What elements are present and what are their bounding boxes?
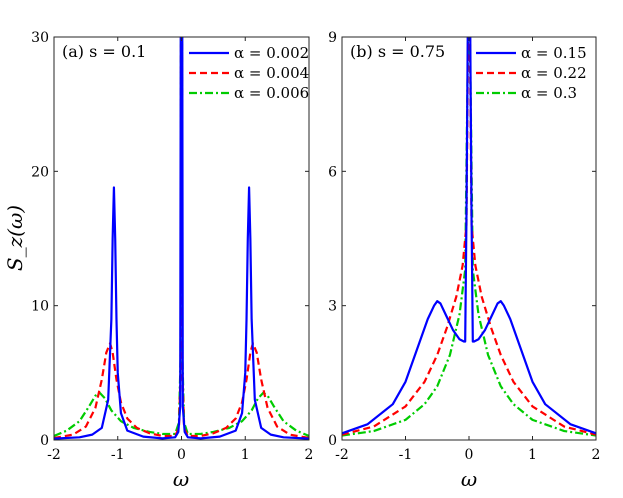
legend-label-1: α = 0.15 [521,44,587,62]
legend-label-2: α = 0.22 [521,64,587,82]
x-tick-label: 1 [528,447,537,463]
x-axis-label: ω [461,467,477,491]
legend-label-2: α = 0.004 [234,64,309,82]
x-axis-label: ω [173,467,189,491]
x-tick-label: 2 [305,447,314,463]
legend-label-3: α = 0.006 [234,84,309,102]
series-line-3 [342,37,596,437]
x-tick-label: 0 [177,447,186,463]
panel-title: (a) s = 0.1 [62,42,146,61]
series-line-1 [342,37,596,435]
series-line-3 [54,37,309,437]
x-tick-label: 2 [592,447,601,463]
y-tick-label: 9 [328,30,337,46]
y-tick-label: 0 [328,433,337,449]
legend-label-3: α = 0.3 [521,84,577,102]
y-tick-label: 6 [328,164,337,180]
y-tick-label: 3 [328,299,337,315]
panel-title: (b) s = 0.75 [350,42,445,61]
y-axis-label: S_z(ω) [3,205,27,271]
y-tick-label: 20 [31,164,49,180]
series-line-1 [54,37,309,440]
y-tick-label: 10 [31,299,49,315]
x-tick-label: -1 [399,447,413,463]
legend: α = 0.002 α = 0.004 α = 0.006 [189,44,309,102]
legend: α = 0.15 α = 0.22 α = 0.3 [476,44,587,102]
y-tick-label: 0 [40,433,49,449]
x-tick-label: 1 [241,447,250,463]
x-tick-label: 0 [465,447,474,463]
x-tick-label: -2 [47,447,61,463]
legend-label-1: α = 0.002 [234,44,309,62]
x-tick-label: -1 [111,447,125,463]
y-tick-label: 30 [31,30,49,46]
x-tick-label: -2 [335,447,349,463]
